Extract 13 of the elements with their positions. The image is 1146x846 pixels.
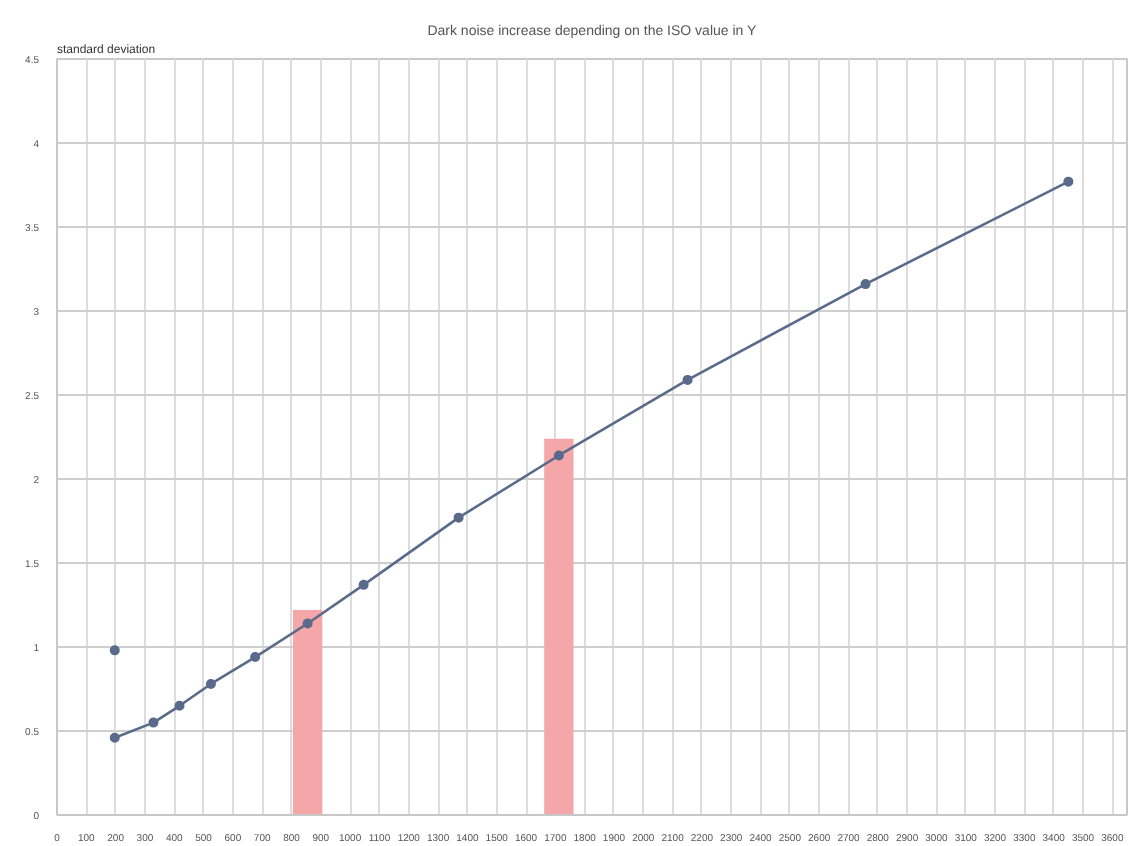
point xyxy=(358,579,369,590)
point xyxy=(148,717,159,728)
point xyxy=(205,678,216,689)
point xyxy=(109,645,120,656)
point xyxy=(682,374,693,385)
point xyxy=(302,618,313,629)
point xyxy=(174,700,185,711)
point xyxy=(860,279,871,290)
point xyxy=(553,450,564,461)
point xyxy=(1063,176,1074,187)
point xyxy=(250,652,261,663)
point xyxy=(109,732,120,743)
point xyxy=(453,512,464,523)
